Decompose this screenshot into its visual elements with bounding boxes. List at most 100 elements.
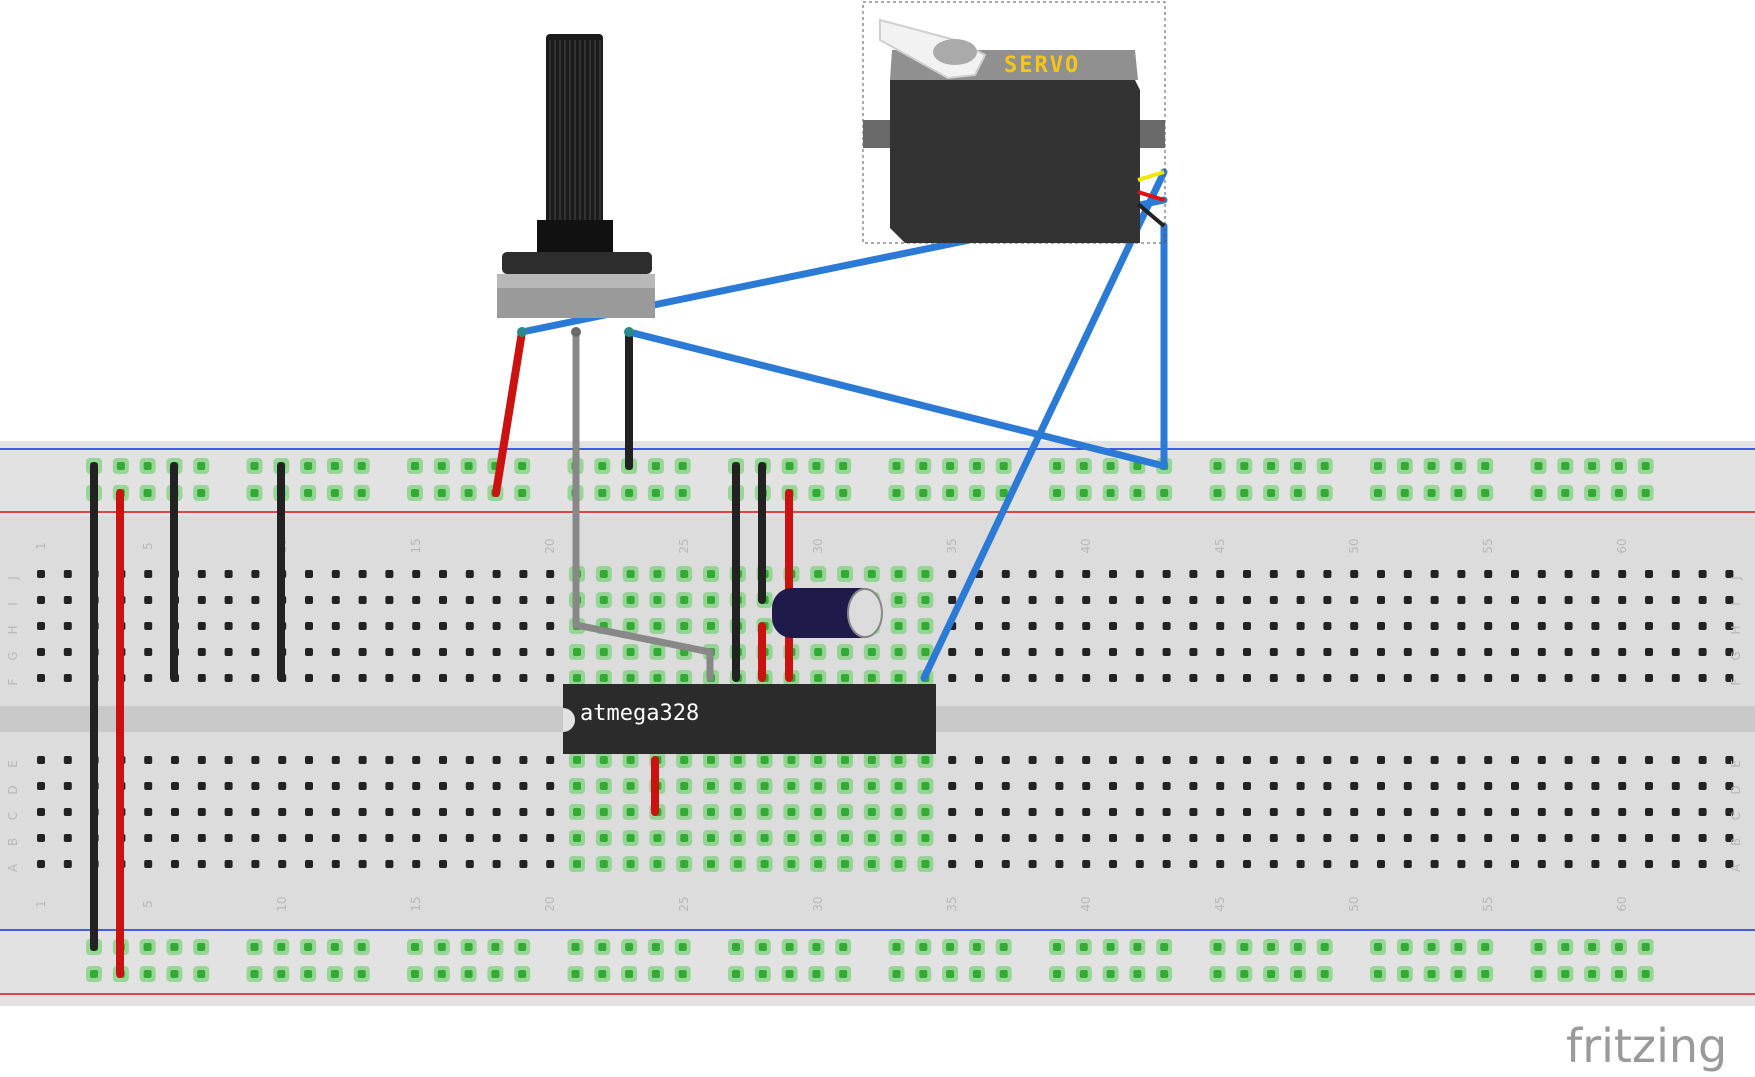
breadboard-hole[interactable] [1698,860,1707,868]
breadboard-hole[interactable] [1481,943,1490,951]
breadboard-hole[interactable] [546,674,555,682]
breadboard-hole[interactable] [330,943,339,951]
breadboard-hole[interactable] [1645,808,1653,816]
breadboard-hole[interactable] [1240,943,1249,951]
breadboard-hole[interactable] [411,970,419,978]
breadboard-hole[interactable] [197,489,206,497]
wire-gray-pot-wiper[interactable] [572,328,714,682]
breadboard-hole[interactable] [1561,489,1570,497]
breadboard-hole[interactable] [1645,756,1653,764]
breadboard-hole[interactable] [841,570,849,578]
breadboard-hole[interactable] [437,970,446,978]
breadboard-hole[interactable] [1427,970,1436,978]
breadboard-hole[interactable] [948,648,957,656]
breadboard-hole[interactable] [760,834,769,842]
breadboard-hole[interactable] [357,462,366,470]
breadboard-hole[interactable] [1109,756,1117,764]
breadboard-hole[interactable] [1109,808,1117,816]
breadboard-hole[interactable] [1028,570,1037,578]
breadboard-hole[interactable] [385,782,394,790]
breadboard-hole[interactable] [1053,462,1061,470]
breadboard-hole[interactable] [841,834,849,842]
breadboard-hole[interactable] [1430,648,1439,656]
breadboard-hole[interactable] [1457,674,1466,682]
breadboard-hole[interactable] [251,782,260,790]
potentiometer[interactable] [497,34,655,337]
breadboard-hole[interactable] [892,462,901,470]
breadboard-hole[interactable] [1055,674,1064,682]
breadboard-hole[interactable] [1537,674,1546,682]
breadboard-hole[interactable] [1698,756,1707,764]
breadboard-hole[interactable] [465,674,474,682]
breadboard-hole[interactable] [1698,570,1707,578]
breadboard-hole[interactable] [1645,622,1653,630]
breadboard-hole[interactable] [1537,860,1546,868]
breadboard-hole[interactable] [1296,648,1305,656]
breadboard-hole[interactable] [758,943,767,951]
breadboard-hole[interactable] [573,782,581,790]
breadboard-hole[interactable] [1240,970,1249,978]
breadboard-hole[interactable] [894,756,903,764]
breadboard-hole[interactable] [1162,622,1171,630]
breadboard-hole[interactable] [1001,756,1010,764]
breadboard-hole[interactable] [224,622,233,630]
breadboard-hole[interactable] [546,570,555,578]
breadboard-hole[interactable] [573,860,581,868]
breadboard-hole[interactable] [1323,648,1332,656]
breadboard-hole[interactable] [1377,834,1385,842]
breadboard-hole[interactable] [357,943,366,951]
breadboard-hole[interactable] [439,648,447,656]
breadboard-hole[interactable] [1162,674,1171,682]
breadboard-hole[interactable] [680,570,689,578]
breadboard-hole[interactable] [599,808,608,816]
breadboard-hole[interactable] [598,462,607,470]
breadboard-hole[interactable] [251,756,260,764]
breadboard-hole[interactable] [1588,970,1597,978]
breadboard-hole[interactable] [1454,489,1463,497]
breadboard-hole[interactable] [1079,970,1088,978]
breadboard-hole[interactable] [1484,756,1493,764]
breadboard-hole[interactable] [251,834,260,842]
breadboard-hole[interactable] [733,782,742,790]
breadboard-hole[interactable] [1296,834,1305,842]
breadboard-hole[interactable] [465,596,474,604]
breadboard-hole[interactable] [1698,782,1707,790]
breadboard-hole[interactable] [1028,648,1037,656]
breadboard-hole[interactable] [385,622,394,630]
breadboard-hole[interactable] [519,596,528,604]
breadboard-hole[interactable] [1028,756,1037,764]
breadboard-hole[interactable] [1323,570,1332,578]
breadboard-hole[interactable] [1323,622,1332,630]
breadboard-hole[interactable] [1106,489,1115,497]
breadboard-hole[interactable] [546,622,555,630]
breadboard-hole[interactable] [1160,970,1169,978]
breadboard-hole[interactable] [1350,834,1359,842]
breadboard-hole[interactable] [1403,596,1412,604]
breadboard-hole[interactable] [1591,570,1600,578]
breadboard-hole[interactable] [626,808,635,816]
breadboard-hole[interactable] [412,596,421,604]
breadboard-hole[interactable] [197,834,206,842]
breadboard-hole[interactable] [1403,860,1412,868]
breadboard-hole[interactable] [330,970,339,978]
breadboard-hole[interactable] [1135,860,1144,868]
breadboard-hole[interactable] [948,834,957,842]
breadboard-hole[interactable] [1591,782,1600,790]
breadboard-hole[interactable] [63,756,72,764]
breadboard-hole[interactable] [707,570,715,578]
breadboard-hole[interactable] [171,860,179,868]
breadboard-hole[interactable] [1028,834,1037,842]
breadboard-hole[interactable] [972,489,981,497]
breadboard-hole[interactable] [305,648,313,656]
breadboard-hole[interactable] [1028,808,1037,816]
breadboard-hole[interactable] [975,860,983,868]
breadboard-hole[interactable] [144,674,153,682]
breadboard-hole[interactable] [546,834,555,842]
breadboard-hole[interactable] [653,570,662,578]
breadboard-hole[interactable] [411,489,419,497]
breadboard-hole[interactable] [814,782,823,790]
breadboard-hole[interactable] [1240,462,1249,470]
breadboard-hole[interactable] [1614,970,1623,978]
breadboard-hole[interactable] [1189,674,1198,682]
breadboard-hole[interactable] [948,860,957,868]
